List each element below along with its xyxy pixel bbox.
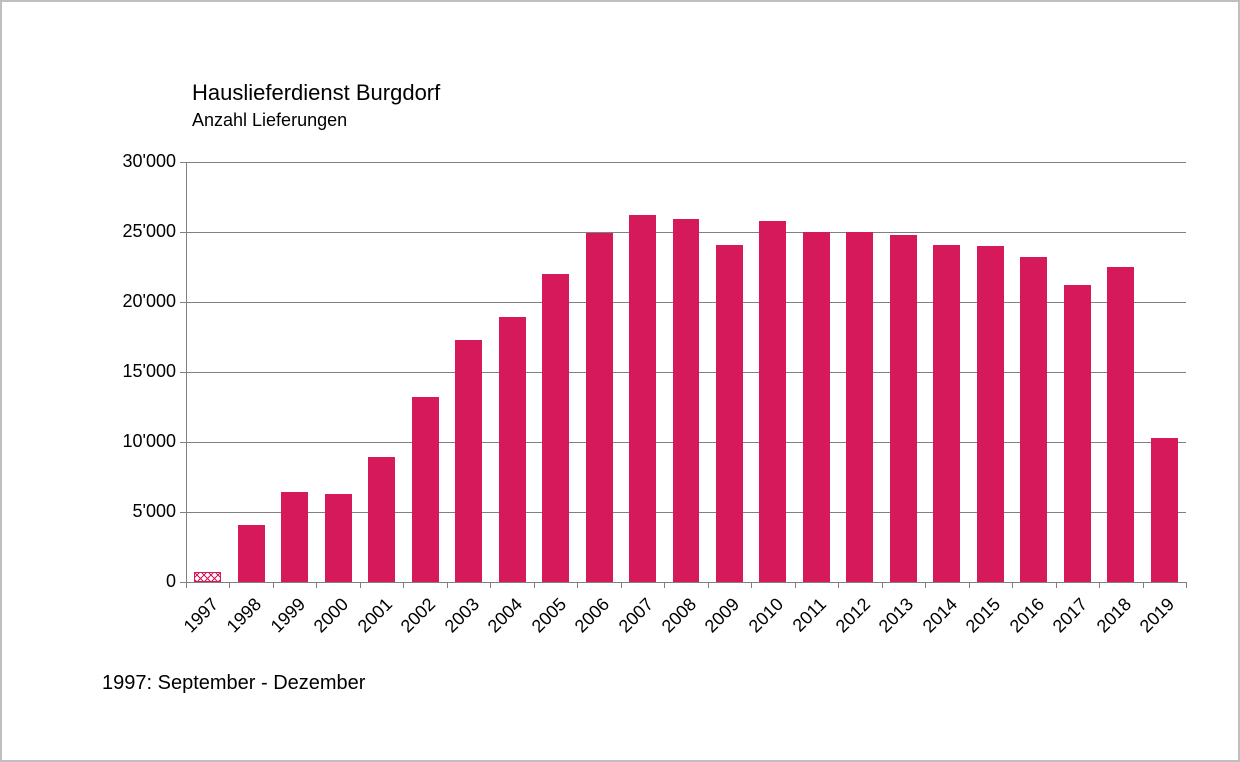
x-tick [882, 582, 883, 588]
bar [1151, 438, 1178, 582]
chart-title: Hauslieferdienst Burgdorf [192, 80, 440, 106]
x-tick [1143, 582, 1144, 588]
x-tick [621, 582, 622, 588]
x-tick [1186, 582, 1187, 588]
bar [716, 245, 743, 582]
x-tick [751, 582, 752, 588]
x-tick [316, 582, 317, 588]
bar [542, 274, 569, 582]
bar [629, 215, 656, 582]
bar [499, 317, 526, 582]
bar [412, 397, 439, 582]
x-tick [969, 582, 970, 588]
x-tick [708, 582, 709, 588]
chart-subtitle: Anzahl Lieferungen [192, 110, 347, 131]
x-axis [186, 582, 1186, 583]
x-tick [534, 582, 535, 588]
x-tick [490, 582, 491, 588]
bar [368, 457, 395, 582]
y-tick-label: 30'000 [96, 151, 176, 172]
y-axis [186, 162, 187, 582]
x-tick [403, 582, 404, 588]
bar [586, 233, 613, 582]
y-tick-label: 0 [96, 571, 176, 592]
bar [455, 340, 482, 582]
bar [281, 492, 308, 582]
bar [846, 232, 873, 582]
x-tick-label: 2011 [774, 594, 831, 651]
bar [238, 525, 265, 582]
y-tick-label: 15'000 [96, 361, 176, 382]
y-tick-label: 20'000 [96, 291, 176, 312]
bar [933, 245, 960, 582]
bar [1020, 257, 1047, 582]
x-tick [1012, 582, 1013, 588]
x-tick-label: 2005 [513, 594, 570, 651]
x-tick [447, 582, 448, 588]
chart-frame: Hauslieferdienst Burgdorf Anzahl Lieferu… [0, 0, 1240, 762]
chart-footnote: 1997: September - Dezember [102, 672, 365, 695]
x-tick-label: 2007 [600, 594, 657, 651]
x-tick [664, 582, 665, 588]
x-tick [577, 582, 578, 588]
bar [803, 232, 830, 582]
y-tick-label: 5'000 [96, 501, 176, 522]
x-tick-label: 2009 [687, 594, 744, 651]
bar [325, 494, 352, 582]
bar [1107, 267, 1134, 582]
bar [673, 219, 700, 582]
bar [759, 221, 786, 582]
x-tick [795, 582, 796, 588]
bar [194, 572, 221, 582]
x-tick [925, 582, 926, 588]
x-tick [1099, 582, 1100, 588]
x-tick [273, 582, 274, 588]
x-tick [360, 582, 361, 588]
x-tick [1056, 582, 1057, 588]
x-tick [229, 582, 230, 588]
gridline [186, 162, 1186, 163]
bar [1064, 285, 1091, 582]
bar [890, 235, 917, 582]
x-tick [838, 582, 839, 588]
bar [977, 246, 1004, 582]
y-tick-label: 10'000 [96, 431, 176, 452]
x-tick [186, 582, 187, 588]
y-tick-label: 25'000 [96, 221, 176, 242]
